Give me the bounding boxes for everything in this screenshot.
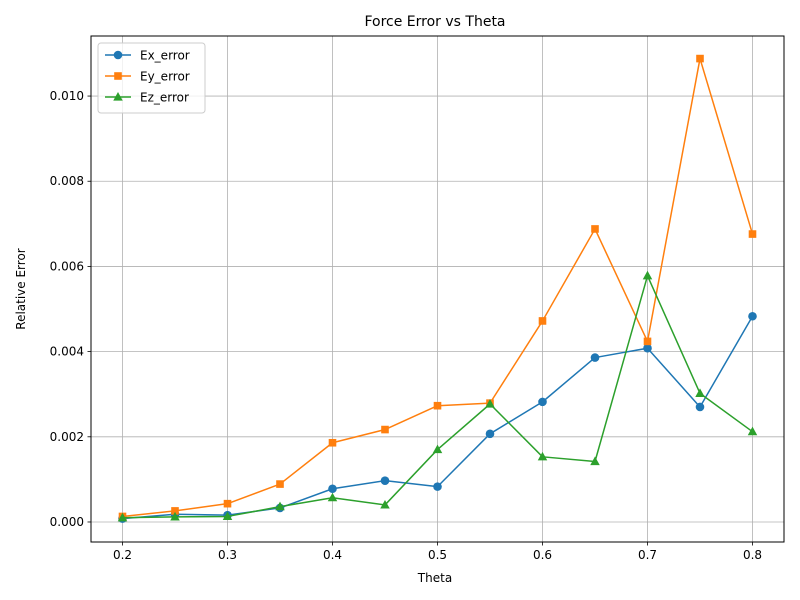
x-tick-label: 0.5	[428, 548, 447, 562]
y-tick-label: 0.010	[50, 89, 84, 103]
data-point	[643, 343, 652, 353]
data-point	[538, 317, 547, 325]
y-tick-label: 0.008	[50, 174, 84, 188]
x-tick-label: 0.8	[743, 548, 762, 562]
legend: Ex_error Ey_error Ez_error	[97, 42, 206, 114]
data-point	[590, 456, 600, 466]
series-layer	[117, 54, 758, 523]
data-point	[642, 270, 653, 280]
x-tick-label: 0.2	[113, 548, 132, 562]
legend-item: Ey_error	[105, 70, 190, 84]
y-tick-label: 0.004	[50, 345, 84, 359]
y-tick-label: 0.006	[50, 259, 84, 273]
data-point	[327, 492, 338, 502]
legend-label: Ey_error	[140, 70, 190, 84]
series-Ez_error	[117, 270, 758, 522]
data-point	[328, 484, 337, 494]
data-point	[748, 230, 757, 238]
x-tick-label: 0.6	[533, 548, 552, 562]
y-axis-label: Relative Error	[14, 248, 28, 330]
data-point	[748, 311, 757, 321]
data-point	[695, 402, 705, 412]
data-point	[275, 501, 285, 511]
data-point	[696, 54, 704, 63]
data-point	[433, 482, 442, 491]
data-point	[485, 399, 495, 408]
data-point	[590, 353, 600, 362]
legend-marker	[113, 50, 123, 60]
data-point	[537, 451, 548, 461]
chart-title: Force Error vs Theta	[364, 14, 505, 30]
data-point	[695, 388, 705, 397]
data-point	[170, 511, 180, 521]
data-point	[380, 476, 390, 485]
data-point	[747, 426, 758, 436]
legend-item: Ez_error	[105, 91, 189, 105]
legend-label: Ex_error	[140, 49, 190, 63]
data-point	[223, 499, 232, 508]
data-point	[380, 499, 390, 509]
legend-marker	[113, 92, 123, 101]
grid	[91, 36, 784, 542]
legend-item: Ex_error	[105, 49, 190, 63]
data-point	[432, 444, 443, 454]
data-point	[538, 397, 547, 407]
x-tick-label: 0.4	[323, 548, 342, 562]
data-point	[117, 512, 128, 522]
legend-label: Ez_error	[140, 91, 189, 105]
y-axis: 0.000 0.002 0.004 0.006 0.008 0.010	[50, 89, 91, 529]
x-tick-label: 0.3	[218, 548, 237, 562]
data-point	[485, 429, 495, 439]
legend-marker	[114, 72, 122, 80]
x-tick-label: 0.7	[638, 548, 657, 562]
data-point	[276, 480, 284, 488]
data-point	[171, 507, 179, 515]
data-point	[222, 511, 233, 521]
x-axis: 0.2 0.3 0.4 0.5 0.6 0.7 0.8	[113, 542, 762, 562]
data-point	[381, 425, 389, 434]
data-point	[591, 225, 599, 233]
data-point	[433, 401, 442, 410]
x-axis-label: Theta	[417, 571, 452, 585]
y-tick-label: 0.000	[50, 515, 84, 529]
data-point	[328, 438, 337, 447]
legend-box	[97, 42, 206, 114]
y-tick-label: 0.002	[50, 430, 84, 444]
data-point	[643, 337, 652, 346]
